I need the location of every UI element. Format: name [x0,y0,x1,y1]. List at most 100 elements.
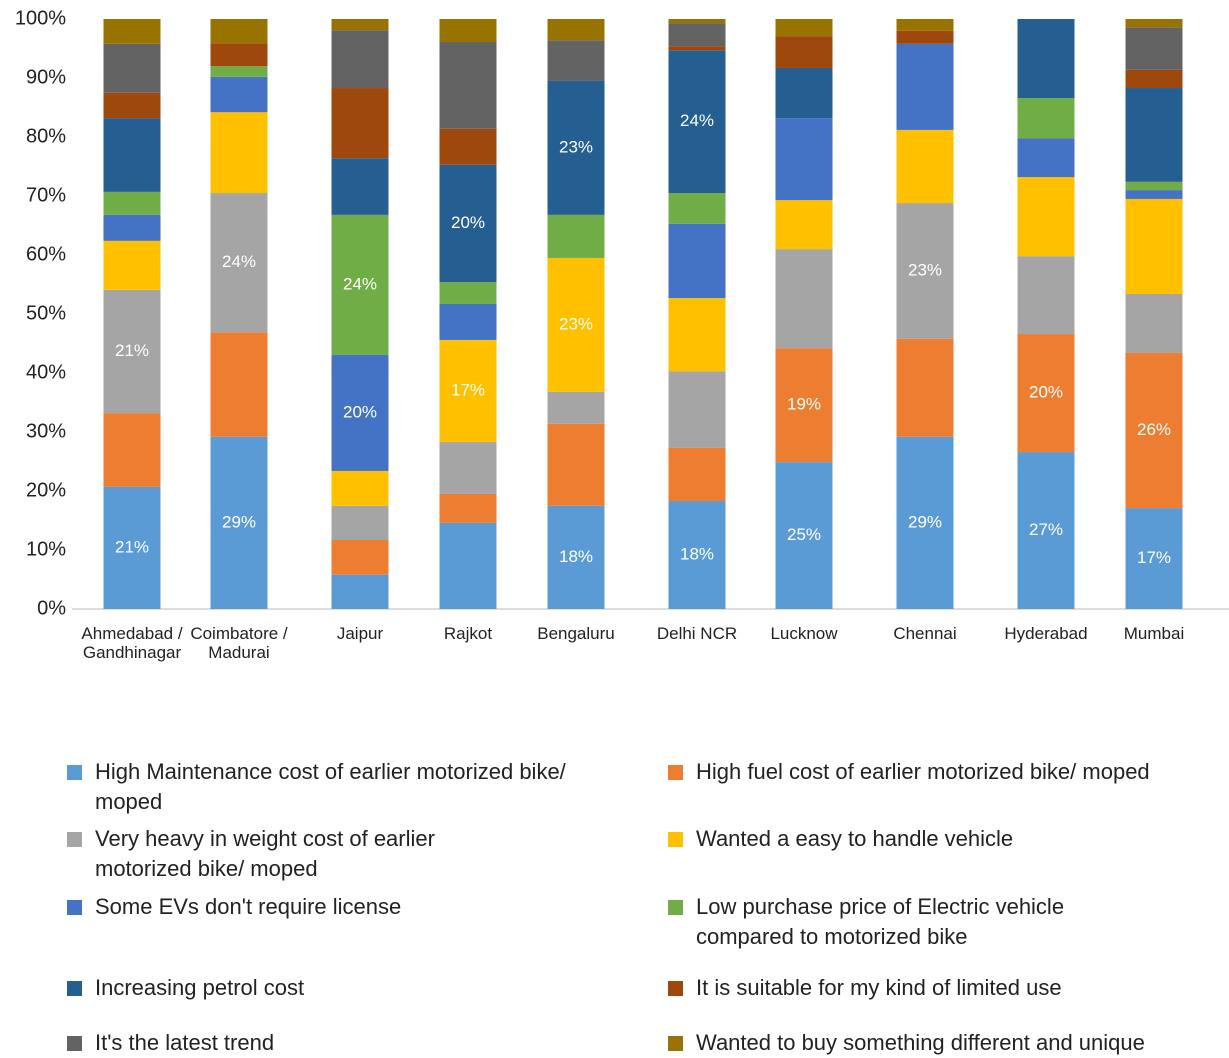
legend-swatch [668,981,683,996]
bar-segment [775,348,833,463]
bar-segment [1125,69,1183,89]
bar-segment [775,200,833,250]
bar-segment [103,118,161,192]
bar-segment [547,257,605,392]
bar-segment [103,19,161,44]
bar-segment [439,339,497,443]
data-label: 23% [559,314,593,333]
bar-segment [896,338,954,437]
bar-segment [331,505,389,540]
bar-segment [1125,293,1183,353]
bar-segment [668,447,726,502]
legend-label: Some EVs don't require license [95,894,402,919]
legend-label: It's the latest trend [95,1030,275,1055]
bar-segment [331,354,389,471]
bar-segment [1017,19,1075,99]
bar-segment [103,43,161,93]
bar-segment [1017,177,1075,257]
x-tick-label: Delhi NCR [656,624,738,643]
data-label: 25% [787,525,821,544]
data-label: 19% [787,395,821,414]
x-tick-label: Jaipur [336,624,384,643]
data-label: 24% [222,252,256,271]
bar-segment [439,164,497,283]
legend-swatch [67,900,82,915]
bar-segment [775,67,833,119]
bar-segment [1125,27,1183,70]
chart: 0% 10% 20% 30% 40% 50% 60% 70% 80% 90% 100% 21% 21% 2… [15,7,1229,619]
bar-segment [210,19,268,44]
bar-segment [547,391,605,424]
legend-swatch [668,765,683,780]
legend-swatch [67,832,82,847]
bar-segment [1125,19,1183,28]
bar-segment [103,191,161,215]
bar-segment [668,193,726,224]
bar-segment [1125,190,1183,199]
data-label: 29% [908,512,942,531]
bar-segment [1125,181,1183,191]
data-label: 17% [451,380,485,399]
bar-segment [103,214,161,241]
bar-segment [1125,88,1183,182]
bar-segment [210,112,268,194]
y-tick-label: 30% [26,420,66,442]
bar-segment [547,423,605,506]
y-tick-label: 60% [26,243,66,265]
bar-segment [103,240,161,290]
bar-segment [1017,256,1075,335]
x-tick-label: Hyderabad [1004,624,1088,643]
bar-segment [103,413,161,487]
bar-segment [210,66,268,77]
bar-segment [775,36,833,68]
x-tick-label: Lucknow [770,624,838,643]
legend-label: High Maintenance cost of earlier motoriz… [95,759,566,814]
bar-segment [210,43,268,67]
bar-segment [103,92,161,119]
legend-swatch [67,1036,82,1051]
bar-segment [210,76,268,113]
y-tick-label: 40% [26,361,66,383]
bar-segment [439,19,497,43]
y-tick-label: 20% [26,479,66,501]
x-tick-label: Mumbai [1123,624,1185,643]
y-tick-label: 0% [37,597,66,619]
bar-segment [896,129,954,204]
bar-segment [1017,138,1075,178]
bar-segment [331,30,389,89]
bar-segment [331,574,389,609]
bar-segment [439,42,497,129]
legend-label: High fuel cost of earlier motorized bike… [696,759,1150,784]
y-tick-label: 80% [26,125,66,147]
bar-segment [210,332,268,437]
bar-segment [896,43,954,130]
legend-swatch [668,832,683,847]
legend-label: Wanted to buy something different and un… [696,1030,1145,1055]
data-label: 20% [451,213,485,232]
bar-segment [896,436,954,609]
bar-segment [668,19,726,24]
x-tick-label: Bengaluru [537,624,615,643]
data-label: 26% [1137,420,1171,439]
bar-segment [668,50,726,194]
bar-segment [103,289,161,414]
data-label: 24% [680,111,714,130]
x-tick-label: Ahmedabad / Gandhinagar [81,624,183,662]
legend-swatch [67,981,82,996]
legend-label: Increasing petrol cost [95,975,305,1000]
y-tick-label: 50% [26,302,66,324]
bar-segment [896,203,954,339]
bar-segment [210,436,268,609]
bar-segment [439,128,497,165]
bar-segment [547,214,605,258]
bar-segment [775,19,833,37]
bar-segment [547,19,605,41]
x-tick-label: Chennai [893,624,957,643]
bar-segment [547,505,605,609]
y-tick-label: 10% [26,538,66,560]
data-label: 24% [343,274,377,293]
legend-swatch [668,1036,683,1051]
data-label: 20% [343,402,377,421]
bar-segment [331,214,389,355]
